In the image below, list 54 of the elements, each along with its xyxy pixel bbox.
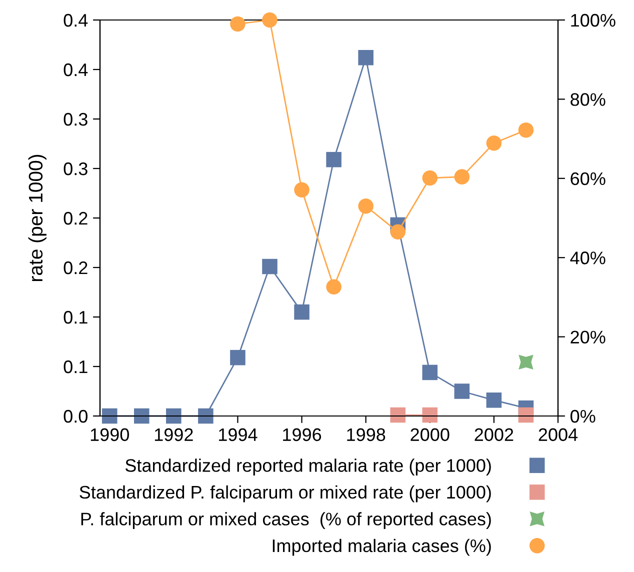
y-tick-label: 0.4	[64, 63, 88, 76]
y2-tick-label: 40%	[570, 252, 606, 264]
y-tick-label: 0.0	[64, 410, 88, 423]
point	[358, 198, 374, 214]
point	[134, 408, 150, 424]
point	[518, 354, 534, 370]
y2-tick-label: 100%	[571, 14, 616, 27]
point	[390, 224, 406, 240]
x-tick-label: 1996	[283, 428, 322, 442]
point	[518, 122, 534, 138]
point	[518, 407, 534, 423]
legend-label: Standardized reported malaria rate (per 1000)	[125, 458, 491, 476]
y2-tick-label: 80%	[570, 93, 606, 106]
point	[198, 408, 214, 424]
x-tick-label: 1994	[219, 428, 258, 442]
point	[294, 182, 310, 198]
point	[422, 407, 438, 423]
point	[454, 169, 470, 184]
x-tick-label: 2004	[538, 428, 578, 442]
x-tick-label: 2002	[474, 428, 514, 442]
y-tick-label: 0.2	[64, 261, 88, 274]
legend-label: Standardized P. falciparum or mixed rate (per 1000)	[80, 485, 491, 502]
x-tick-label: 2000	[410, 428, 450, 442]
x-tick-label: 1990	[90, 428, 129, 442]
y-tick-label: 0.3	[64, 162, 88, 176]
y-tick-label: 0.4	[64, 14, 88, 27]
y-tick-label: 0.3	[64, 112, 88, 126]
point	[486, 136, 502, 151]
point	[262, 258, 278, 274]
point	[486, 392, 502, 408]
point	[326, 279, 342, 295]
x-tick-label: 1992	[154, 428, 193, 442]
x-tick-label: 1998	[347, 428, 386, 442]
point	[454, 384, 470, 399]
point	[422, 364, 438, 380]
legend-label: Imported malaria cases (%)	[272, 538, 491, 556]
y-axis-title: rate (per 1000)	[28, 154, 46, 282]
y2-tick-label: 20%	[570, 330, 606, 344]
point	[390, 407, 406, 423]
point	[422, 170, 438, 186]
y2-tick-label: 0%	[570, 410, 596, 423]
point	[166, 408, 182, 424]
point	[230, 350, 246, 366]
y-tick-label: 0.1	[64, 310, 88, 324]
point	[230, 16, 246, 32]
y-tick-label: 0.2	[64, 212, 88, 225]
point	[102, 408, 118, 424]
point	[262, 12, 278, 28]
y2-tick-label: 60%	[570, 172, 606, 186]
point	[358, 50, 374, 66]
point	[326, 152, 342, 168]
y-tick-label: 0.1	[64, 360, 88, 374]
point	[294, 304, 310, 320]
legend-label: P. falciparum or mixed cases (% of reported cases)	[81, 512, 491, 529]
